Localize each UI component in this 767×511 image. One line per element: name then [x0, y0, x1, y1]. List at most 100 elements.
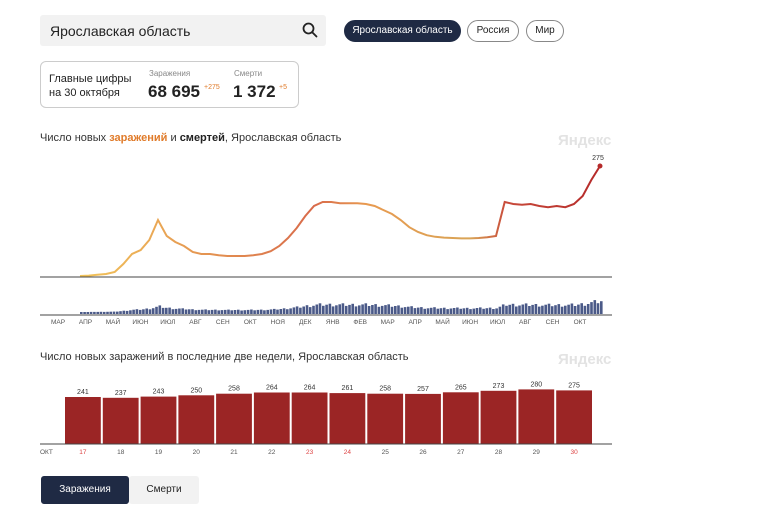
overview-bar: [439, 308, 443, 314]
tab-deaths[interactable]: Смерти: [129, 476, 199, 504]
bar-value-label: 273: [493, 383, 505, 390]
region-chip-world[interactable]: Мир: [526, 20, 564, 42]
overview-bar: [452, 308, 456, 314]
tab-infections[interactable]: Заражения: [41, 476, 129, 504]
overview-bar: [138, 309, 142, 314]
overview-bar: [367, 306, 371, 314]
key-figures-label: Главные цифры на 30 октября: [49, 72, 149, 100]
overview-bar: [299, 307, 302, 314]
region-chip-russia[interactable]: Россия: [467, 20, 519, 42]
overview-bar: [472, 308, 476, 314]
month-tick-label: ФЕВ: [353, 319, 367, 326]
bar-value-label: 243: [153, 389, 165, 396]
overview-bar: [390, 306, 394, 314]
region-chip-yaroslavl[interactable]: Ярославская область: [344, 20, 461, 42]
overview-bar: [119, 311, 122, 314]
bar: [178, 395, 215, 445]
overview-bar: [246, 309, 250, 314]
overview-bar: [259, 309, 263, 314]
overview-bar: [325, 304, 328, 314]
overview-bar: [465, 307, 469, 314]
overview-bar: [135, 309, 139, 314]
overview-bar: [338, 304, 341, 314]
bar-value-label: 275: [568, 382, 580, 389]
day-tick-label: 23: [306, 449, 314, 456]
overview-bar: [387, 304, 390, 314]
overview-bar: [351, 303, 354, 314]
overview-bar: [344, 305, 348, 314]
search-input[interactable]: [48, 19, 292, 43]
end-label: 275: [592, 155, 604, 162]
overview-bar: [374, 304, 377, 314]
overview-bar: [416, 307, 420, 314]
overview-bar: [459, 308, 462, 314]
deaths-total: 1 372: [233, 82, 276, 101]
overview-bar: [410, 306, 413, 314]
yandex-watermark: Яндекс: [558, 132, 612, 149]
bar: [556, 390, 592, 444]
overview-bar: [446, 309, 449, 314]
month-tick-label: ЯНВ: [326, 319, 340, 326]
overview-bar: [557, 304, 561, 314]
overview-bar: [580, 303, 583, 314]
overview-bar: [191, 309, 194, 314]
bar: [480, 390, 517, 444]
overview-bar: [158, 305, 162, 314]
overview-bar: [273, 308, 276, 314]
overview-bar: [515, 306, 518, 314]
overview-bar: [171, 309, 175, 314]
overview-bar: [237, 309, 240, 314]
overview-bar: [423, 308, 426, 314]
overview-bar: [161, 307, 165, 314]
overview-bar: [178, 308, 181, 314]
overview-bar: [125, 310, 129, 314]
overview-bar: [168, 307, 171, 314]
bar: [405, 393, 441, 444]
overview-bar: [214, 309, 217, 314]
chart1-title-and: и: [167, 132, 180, 144]
month-tick-label: ИЮН: [132, 319, 148, 326]
bar: [442, 392, 479, 444]
overview-bar: [197, 309, 201, 314]
overview-bar: [181, 308, 184, 314]
month-tick-label: АПР: [409, 319, 422, 326]
overview-bar: [583, 305, 587, 314]
bar-value-label: 250: [190, 387, 202, 394]
day-tick-label: 30: [570, 449, 578, 456]
overview-bar: [436, 308, 440, 314]
search-icon[interactable]: [302, 22, 318, 38]
overview-bar: [554, 305, 557, 314]
bar-value-label: 265: [455, 384, 467, 391]
month-tick-label: АВГ: [189, 319, 202, 326]
month-tick-label: НОЯ: [271, 319, 286, 326]
overview-bar: [547, 303, 551, 314]
overview-bar: [537, 306, 541, 314]
chart2-title: Число новых заражений в последние две не…: [40, 351, 409, 363]
overview-bar: [384, 305, 387, 314]
overview-bar: [567, 304, 570, 314]
bar-value-label: 264: [304, 385, 316, 392]
overview-bar: [256, 309, 260, 314]
overview-bar: [371, 305, 374, 314]
overview-bar: [495, 308, 498, 314]
overview-bar: [96, 311, 99, 314]
overview-bar: [194, 310, 198, 314]
day-tick-label: 28: [495, 449, 503, 456]
overview-bar: [361, 304, 364, 314]
overview-bar: [109, 311, 112, 314]
overview-bar: [456, 307, 459, 314]
bar: [518, 389, 555, 444]
day-tick-label: 20: [193, 449, 201, 456]
overview-bar: [577, 304, 580, 314]
bar: [253, 392, 290, 444]
overview-bar: [289, 308, 292, 314]
overview-bar: [204, 309, 207, 314]
month-tick-label: АПР: [79, 319, 92, 326]
overview-bar: [407, 306, 410, 314]
bar-value-label: 237: [115, 390, 127, 397]
overview-bar: [358, 305, 361, 314]
region-search[interactable]: [40, 15, 326, 46]
overview-bar: [102, 311, 106, 314]
overview-bar: [485, 308, 489, 314]
overview-bar: [220, 310, 224, 314]
